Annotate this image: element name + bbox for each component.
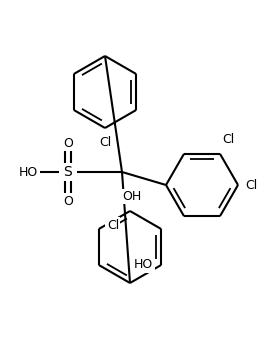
Text: Cl: Cl bbox=[99, 136, 111, 149]
Text: O: O bbox=[63, 136, 73, 149]
Text: S: S bbox=[64, 165, 72, 179]
Text: HO: HO bbox=[19, 166, 38, 179]
Text: Cl: Cl bbox=[107, 219, 119, 231]
Text: Cl: Cl bbox=[245, 179, 257, 192]
Text: HO: HO bbox=[134, 258, 153, 271]
Text: Cl: Cl bbox=[222, 133, 234, 146]
Text: OH: OH bbox=[122, 190, 142, 203]
Text: O: O bbox=[63, 194, 73, 207]
